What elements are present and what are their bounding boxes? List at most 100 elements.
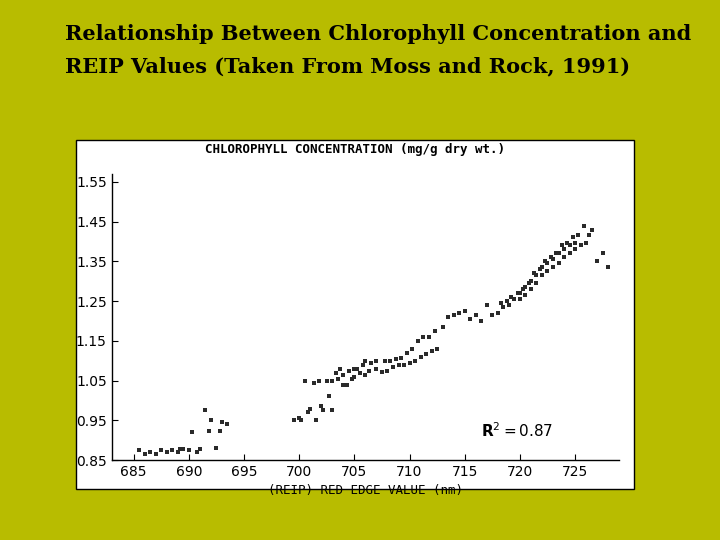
Point [363,366,374,375]
Point [172,448,184,456]
Point [531,271,542,280]
Point [528,269,540,278]
Point [307,378,319,387]
Point [305,405,316,414]
Point [431,345,443,353]
Point [597,249,608,258]
Point [420,349,432,358]
Point [323,392,335,400]
Point [156,446,167,455]
Point [409,356,420,365]
Point [402,348,413,357]
Point [454,309,465,318]
Point [365,359,377,367]
X-axis label: (REIP) RED EDGE VALUE (nm): (REIP) RED EDGE VALUE (nm) [268,484,463,497]
Point [578,221,590,230]
Point [327,406,338,414]
Text: $\mathbf{R}^2 = 0.87$: $\mathbf{R}^2 = 0.87$ [481,421,554,440]
Point [558,245,570,254]
Point [586,225,598,234]
Point [487,310,498,319]
Point [338,380,349,389]
Point [518,285,529,293]
Point [371,364,382,373]
Point [556,241,567,250]
Point [459,307,470,315]
Point [553,249,564,258]
Point [553,259,564,268]
Point [327,376,338,385]
Point [512,289,523,298]
Point [534,265,546,274]
Point [341,380,352,389]
Point [395,353,407,362]
Point [567,233,579,242]
Point [541,259,553,268]
Point [288,415,300,424]
Point [191,448,202,456]
Point [531,279,542,287]
Point [296,416,307,424]
Point [139,450,150,458]
Point [564,241,575,250]
Point [523,279,534,287]
Point [330,368,341,377]
Point [575,241,586,250]
Point [495,299,507,307]
Point [379,356,391,365]
Point [475,316,487,325]
Point [302,407,314,416]
Point [547,263,559,272]
Point [464,315,476,323]
Point [346,374,358,383]
Point [501,297,513,306]
Point [505,293,517,301]
Point [294,413,305,422]
Point [562,239,573,248]
Point [174,444,186,453]
Point [334,364,346,373]
Point [603,263,614,272]
Point [442,313,454,321]
Point [313,377,325,386]
Point [216,418,228,427]
Point [423,333,435,341]
Point [551,249,562,258]
Point [348,372,360,381]
Point [564,249,575,258]
Point [321,376,333,385]
Point [404,359,415,367]
Point [318,406,329,415]
Point [382,366,393,375]
Point [211,444,222,453]
Point [508,295,520,303]
Point [558,253,570,262]
Point [214,427,225,435]
Point [413,336,424,345]
Point [539,257,551,266]
Point [145,448,156,456]
Point [514,295,526,303]
Point [343,366,355,375]
Point [166,446,178,455]
Point [525,277,536,286]
Point [503,301,515,309]
Point [520,291,531,300]
Point [387,362,399,371]
Point [570,245,581,254]
Point [384,356,395,365]
Point [338,370,349,379]
Point [406,345,418,353]
Text: Relationship Between Chlorophyll Concentration and: Relationship Between Chlorophyll Concent… [65,24,691,44]
Point [348,364,360,373]
Point [199,406,211,415]
Point [390,354,402,363]
Point [417,333,428,341]
Point [514,289,526,298]
Point [205,416,217,424]
Point [572,231,584,240]
Point [580,239,592,248]
Point [183,446,194,455]
Point [354,368,366,377]
Point [133,446,145,455]
